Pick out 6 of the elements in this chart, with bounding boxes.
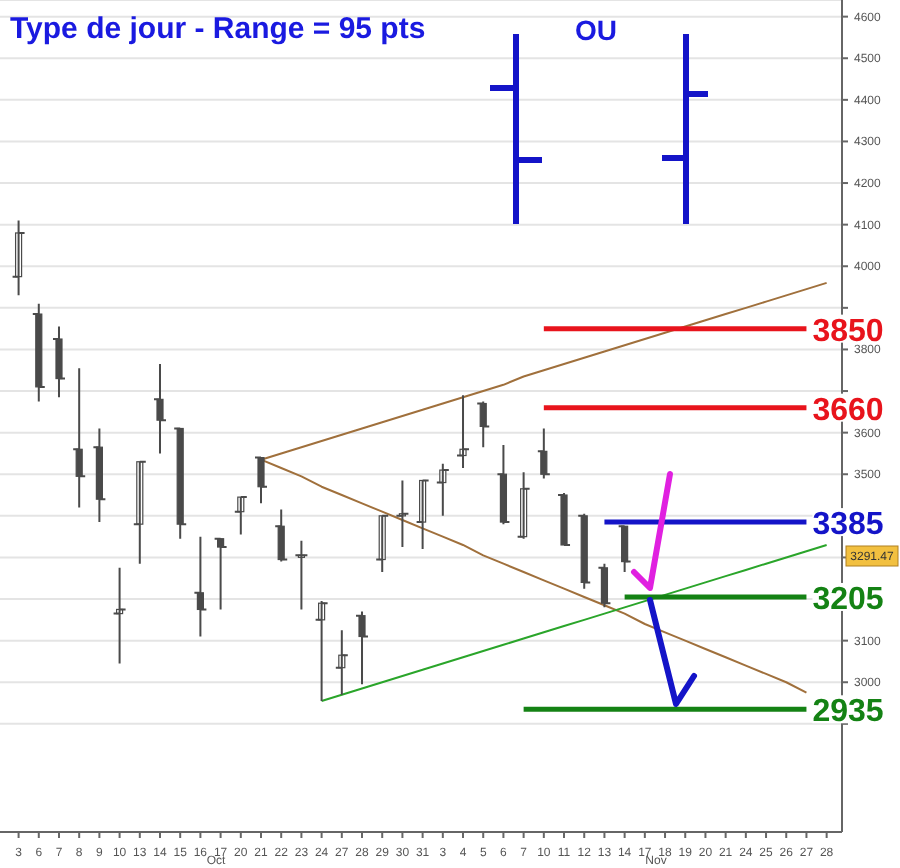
series-label: 2935 [812,695,884,730]
series-label: 3660 [812,393,884,428]
annotation: OU [575,14,617,46]
series-label: 3205 [812,582,884,617]
series-label: 3385 [812,508,884,543]
chart-title: Type de jour - Range = 95 pts [10,12,426,46]
